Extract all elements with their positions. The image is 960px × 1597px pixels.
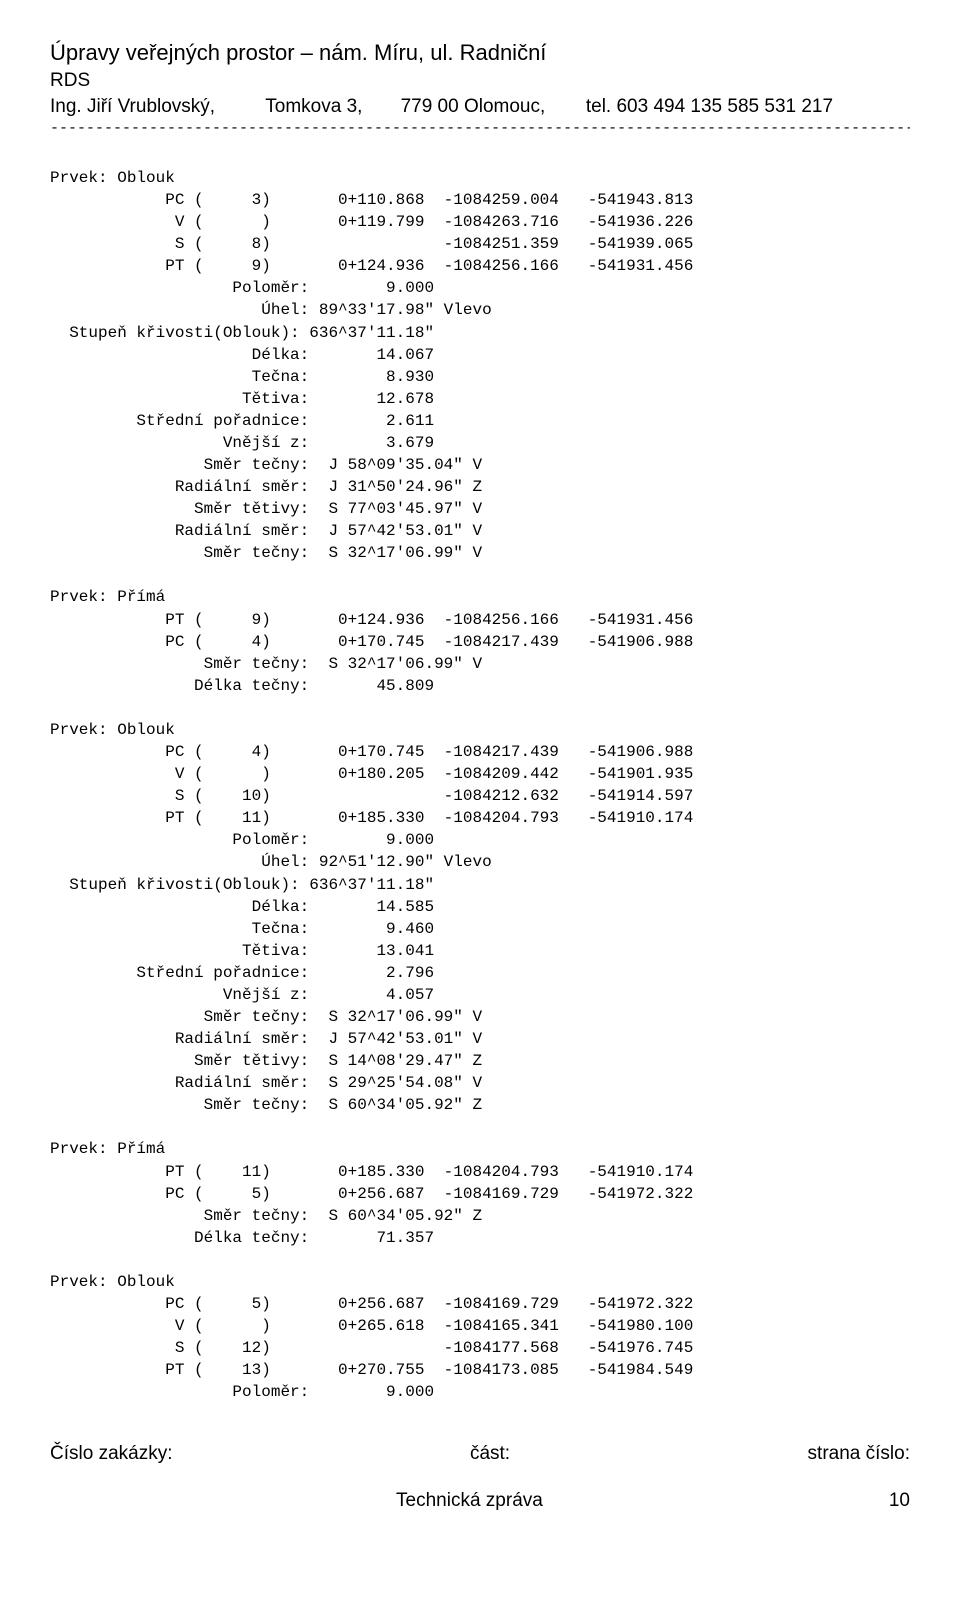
header-addr2: 779 00 Olomouc, <box>401 96 581 118</box>
header-info: Ing. Jiří Vrublovský, Tomkova 3, 779 00 … <box>50 96 910 118</box>
footer-page: 10 <box>889 1490 910 1512</box>
header-name: Ing. Jiří Vrublovský, <box>50 96 260 118</box>
header-addr1: Tomkova 3, <box>265 96 395 118</box>
header-tel: tel. 603 494 135 585 531 217 <box>586 96 833 118</box>
footer-left: Číslo zakázky: <box>50 1443 172 1465</box>
header-sub: RDS <box>50 70 910 92</box>
header-title: Úpravy veřejných prostor – nám. Míru, ul… <box>50 40 910 66</box>
header-divider: ----------------------------------------… <box>50 120 910 137</box>
footer-mid: část: <box>470 1443 510 1465</box>
footer-center-text: Technická zpráva <box>396 1490 543 1511</box>
footer-center: Technická zpráva 10 <box>50 1490 910 1512</box>
footer-row: Číslo zakázky: část: strana číslo: <box>50 1443 910 1465</box>
data-body: Prvek: Oblouk PC ( 3) 0+110.868 -1084259… <box>50 167 910 1403</box>
footer-right: strana číslo: <box>808 1443 910 1465</box>
